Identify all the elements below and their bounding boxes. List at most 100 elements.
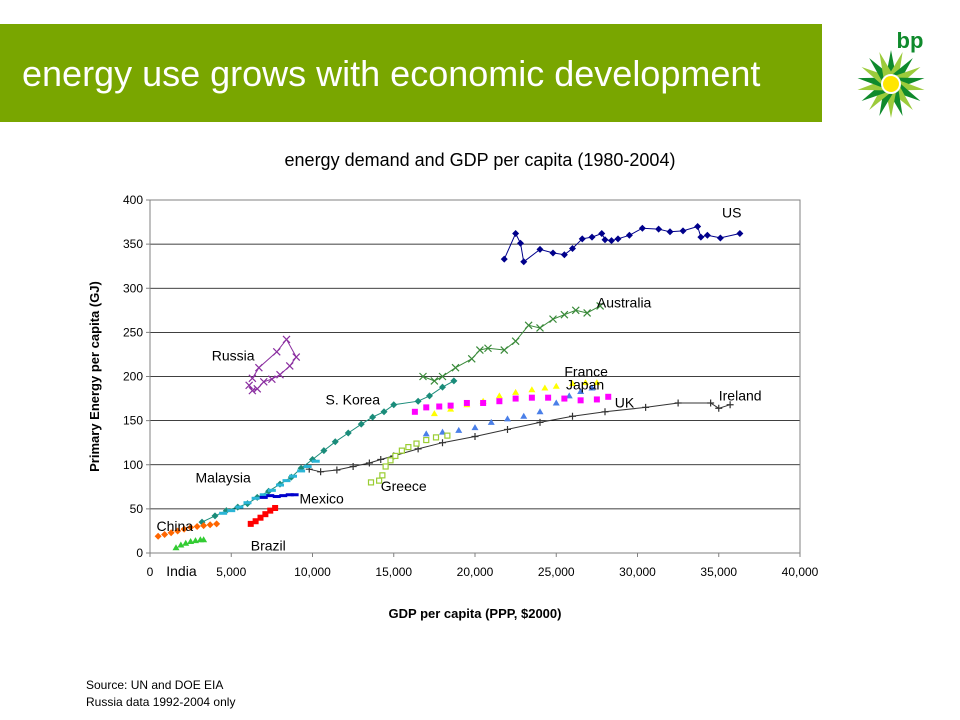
source-note: Source: UN and DOE EIA Russia data 1992-…: [86, 677, 235, 711]
data-point: [245, 381, 254, 390]
data-point: [413, 440, 420, 447]
series-brazil: [247, 504, 279, 527]
data-point: [569, 412, 576, 420]
series-russia: [245, 335, 301, 395]
series-ireland: [305, 399, 734, 476]
data-point: [235, 505, 244, 509]
data-point: [517, 239, 524, 247]
chart-title: energy demand and GDP per capita (1980-2…: [284, 150, 676, 170]
data-point: [344, 429, 352, 437]
series-label-india: India: [166, 563, 197, 579]
series-label-russia: Russia: [212, 348, 255, 364]
data-point: [213, 520, 221, 528]
data-point: [577, 388, 585, 395]
data-point: [285, 361, 294, 370]
data-point: [279, 494, 288, 498]
data-point: [707, 399, 715, 407]
data-point: [512, 230, 520, 238]
data-point: [588, 233, 596, 241]
data-point: [536, 245, 544, 253]
data-point: [588, 384, 596, 391]
data-point: [601, 408, 609, 416]
data-point: [276, 370, 284, 379]
data-point: [467, 354, 476, 363]
data-point: [387, 457, 394, 464]
x-tick-label: 40,000: [782, 565, 819, 579]
data-point: [471, 433, 479, 441]
data-point: [496, 398, 503, 405]
x-tick-label: 15,000: [375, 565, 412, 579]
bp-logo-icon: bp: [857, 28, 925, 118]
data-point: [608, 237, 615, 245]
x-tick-label: 20,000: [457, 565, 494, 579]
data-point: [578, 235, 586, 243]
data-point: [511, 337, 520, 346]
data-point: [333, 466, 341, 474]
data-point: [593, 396, 600, 403]
series-malaysia: [219, 459, 320, 515]
data-point: [311, 459, 320, 463]
data-point: [411, 408, 418, 415]
data-point: [267, 375, 276, 384]
data-point: [282, 335, 291, 344]
y-tick-label: 250: [123, 325, 143, 339]
series-group: [154, 222, 744, 551]
data-point: [262, 511, 269, 518]
y-tick-label: 400: [123, 193, 143, 207]
logo-text: bp: [897, 28, 924, 53]
y-axis-title: Primary Energy per capita (GJ): [87, 281, 102, 472]
data-point: [200, 522, 208, 530]
data-point: [560, 251, 568, 259]
data-point: [524, 321, 533, 330]
data-point: [666, 228, 674, 236]
series-label-malaysia: Malaysia: [196, 469, 251, 485]
data-point: [365, 459, 373, 467]
data-point: [174, 527, 182, 535]
logo-petal: [879, 52, 893, 79]
data-point: [736, 230, 744, 238]
data-point: [251, 496, 260, 500]
data-point: [520, 412, 528, 419]
x-tick-label: 10,000: [294, 565, 331, 579]
data-point: [377, 455, 385, 463]
data-point: [715, 404, 723, 412]
data-point: [593, 379, 601, 386]
data-point: [276, 483, 284, 487]
data-point: [187, 523, 195, 531]
data-point: [569, 245, 576, 253]
data-point: [487, 418, 495, 425]
data-point: [297, 469, 306, 473]
data-point: [259, 495, 268, 499]
data-point: [605, 393, 612, 400]
data-point: [272, 347, 281, 356]
data-point: [267, 507, 274, 514]
data-point: [248, 374, 257, 383]
data-point: [423, 436, 430, 444]
data-point: [219, 511, 228, 515]
x-tick-label: 0: [147, 565, 154, 579]
data-point: [357, 420, 365, 428]
series-india: [172, 536, 208, 551]
header-banner: [0, 24, 822, 122]
data-point: [439, 439, 446, 447]
series-china: [154, 520, 221, 540]
series-us: [500, 222, 744, 266]
data-point: [392, 452, 399, 460]
data-point: [545, 394, 552, 401]
y-tick-label: 150: [123, 414, 143, 428]
y-tick-label: 200: [123, 370, 143, 384]
axis-ticks: 0 50 100 150 200 250 300 350 400 0 5,000 10,000 15,0…: [123, 193, 819, 579]
data-point: [552, 399, 560, 406]
data-point: [172, 544, 180, 551]
data-point: [642, 403, 650, 411]
data-point: [193, 523, 201, 531]
data-point: [674, 399, 682, 407]
data-point: [726, 401, 734, 409]
data-point: [463, 399, 470, 406]
data-point: [266, 494, 275, 498]
data-point: [259, 377, 268, 386]
data-point: [398, 447, 405, 454]
data-point: [426, 392, 433, 400]
data-point: [320, 447, 328, 455]
logo-petal: [895, 83, 921, 101]
